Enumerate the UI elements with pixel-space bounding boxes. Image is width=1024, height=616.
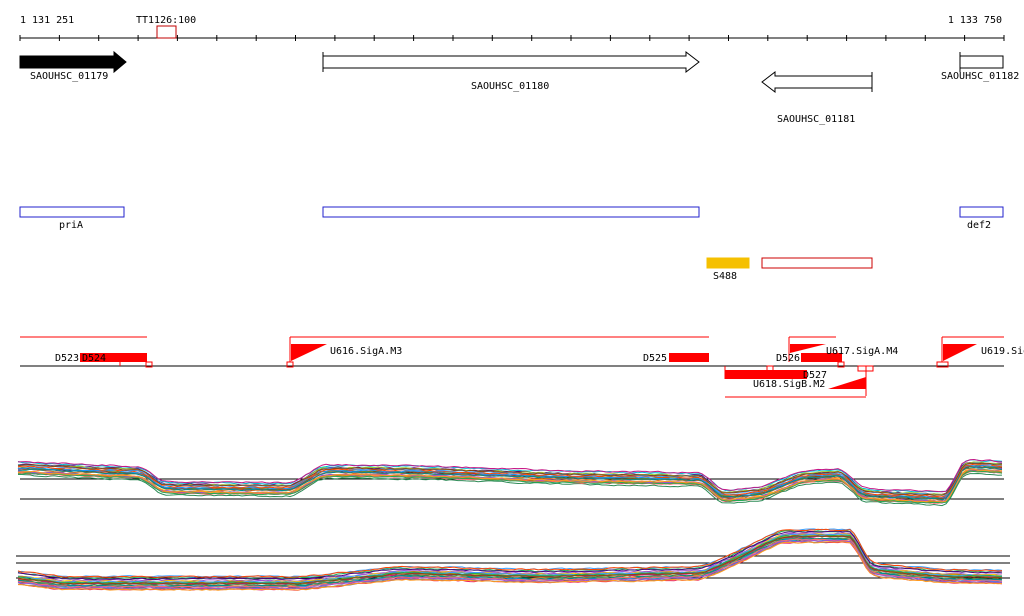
ruler-start-label: 1 131 251 xyxy=(20,15,74,26)
segment-label-u619: U619.SigA xyxy=(981,346,1024,357)
promoter-flag-u616[interactable] xyxy=(291,344,327,361)
expression-track-top xyxy=(17,458,1004,507)
segment-label-d527: D527 xyxy=(803,370,827,381)
srna-box-s488[interactable] xyxy=(706,257,750,269)
ruler-end-label: 1 133 750 xyxy=(948,15,1002,26)
srna-label-s488: S488 xyxy=(713,271,737,282)
expression-trace xyxy=(17,458,1003,493)
segment-label-u617: U617.SigA.M4 xyxy=(826,346,898,357)
expression-track-bottom xyxy=(16,528,1010,591)
segment-block-d524[interactable] xyxy=(80,353,147,362)
segment-label-d523: D523 xyxy=(55,353,79,364)
promoter-flag-u618[interactable] xyxy=(828,377,866,389)
gene-label-saouhsc-01181: SAOUHSC_01181 xyxy=(777,114,855,125)
promoter-box-u616 xyxy=(286,361,294,368)
segment-track: D523 D524 U616.SigA.M3 D525 D527 U618.Si… xyxy=(20,336,1024,398)
gene-arrow-saouhsc-01181[interactable] xyxy=(761,70,873,94)
gene-arrow-saouhsc-01182[interactable] xyxy=(959,55,1004,69)
expression-trace xyxy=(17,468,1003,503)
promoter-box-u619 xyxy=(936,361,949,368)
segment-end-box-d527 xyxy=(766,365,774,372)
promoter-flag-u619[interactable] xyxy=(943,344,977,361)
expression-trace xyxy=(17,528,1003,578)
srna-track: S488 xyxy=(706,257,873,282)
annotation-box-def2[interactable] xyxy=(959,206,1004,218)
expression-trace xyxy=(17,466,1003,501)
expression-trace xyxy=(17,459,1003,493)
segment-end-box-d526 xyxy=(837,361,845,368)
gene-label-saouhsc-01182: SAOUHSC_01182 xyxy=(941,71,1019,82)
coordinate-ruler: 1 131 251 1 133 750 TT1126:100 xyxy=(19,15,1005,41)
gene-track: SAOUHSC_01179 SAOUHSC_01180 SAOUHSC_0118… xyxy=(19,50,1019,125)
gene-arrow-saouhsc-01179[interactable] xyxy=(19,50,127,74)
expression-trace xyxy=(17,535,1003,585)
annotation-box-middle[interactable] xyxy=(322,206,700,218)
segment-tick-d526 xyxy=(835,349,842,363)
segment-label-d525: D525 xyxy=(643,353,667,364)
expression-trace xyxy=(17,541,1003,591)
expression-trace xyxy=(17,536,1003,587)
segment-label-u618: U618.SigB.M2 xyxy=(753,379,825,390)
annotation-label-def2: def2 xyxy=(967,220,991,231)
srna-box-outline[interactable] xyxy=(761,257,873,269)
promoter-box-u618 xyxy=(857,365,874,372)
segment-label-d524: D524 xyxy=(82,353,106,364)
gene-label-saouhsc-01179: SAOUHSC_01179 xyxy=(30,71,108,82)
terminator-label: TT1126:100 xyxy=(136,15,196,26)
expression-trace xyxy=(17,533,1003,584)
segment-block-d526[interactable] xyxy=(801,353,842,362)
annotation-track: priA def2 xyxy=(19,206,1004,231)
segment-end-box-d524 xyxy=(145,361,153,368)
promoter-flag-u617[interactable] xyxy=(790,344,826,353)
segment-block-d525[interactable] xyxy=(669,353,709,362)
segment-block-d527[interactable] xyxy=(725,370,807,379)
ruler-ticks xyxy=(19,35,1005,41)
annotation-box-pria[interactable] xyxy=(19,206,125,218)
annotation-label-pria: priA xyxy=(59,220,83,231)
segment-label-u616: U616.SigA.M3 xyxy=(330,346,402,357)
terminator-box[interactable] xyxy=(156,25,177,39)
gene-label-saouhsc-01180: SAOUHSC_01180 xyxy=(471,81,549,92)
gene-arrow-saouhsc-01180[interactable] xyxy=(322,50,700,74)
expression-trace xyxy=(17,539,1002,590)
expression-trace xyxy=(17,462,1003,496)
expression-trace xyxy=(17,470,1003,504)
segment-label-d526: D526 xyxy=(776,353,800,364)
